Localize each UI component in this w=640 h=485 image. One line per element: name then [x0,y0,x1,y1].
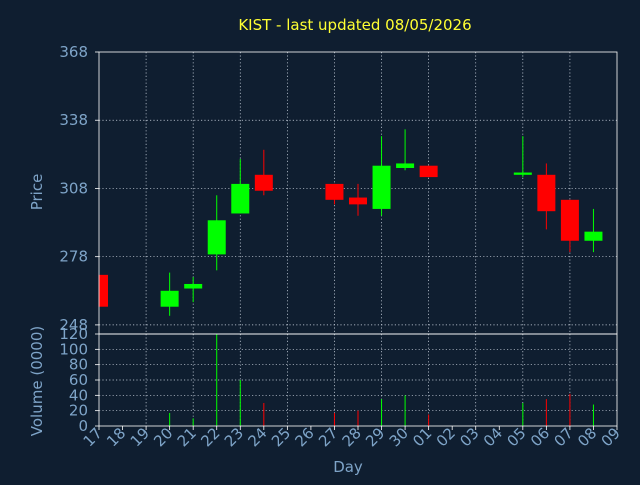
x-tick-label: 23 [221,424,247,450]
x-tick-label: 28 [339,424,365,450]
x-tick-label: 06 [527,424,553,450]
candle-body [207,220,226,255]
candle-body [396,163,415,168]
candle-body [419,165,438,178]
price-y-tick-label: 278 [59,248,88,266]
price-y-tick-label: 338 [59,111,88,129]
volume-y-tick-label: 20 [69,402,88,420]
x-tick-label: 20 [150,424,176,450]
price-y-ticks: 248 278 308 338 368 [59,43,99,334]
x-tick-label: 09 [598,424,624,450]
panel-frames [98,51,618,427]
volume-y-tick-label: 120 [59,325,88,343]
volume-y-tick-label: 80 [69,356,88,374]
x-tick-label: 05 [503,424,529,450]
candle-body [231,183,250,214]
x-tick-label: 22 [197,424,223,450]
candle-body [349,197,367,205]
price-candles [98,129,603,316]
volume-y-tick-label: 40 [69,386,88,404]
candle-body [99,274,108,307]
x-tick-label: 25 [268,424,294,450]
x-tick-label: 26 [292,424,318,450]
price-y-tick-label: 308 [59,179,88,197]
candle-body [372,165,391,209]
x-tick-label: 27 [315,424,341,450]
candle-body [160,290,179,307]
candle-body [560,199,579,241]
x-tick-label: 19 [127,424,153,450]
x-tick-label: 04 [480,424,506,450]
x-tick-label: 02 [433,424,459,450]
price-y-tick-label: 248 [59,316,88,334]
price-axis-label: Price [28,174,46,211]
x-tick-label: 24 [244,424,270,450]
candle-body [184,283,203,289]
chart-title: KIST - last updated 08/05/2026 [238,16,471,34]
x-tick-label: 01 [409,424,435,450]
volume-axis-label: Volume (0000) [28,326,46,436]
candle-body [584,231,603,241]
x-tick-label: 07 [551,424,577,450]
candle-body [513,172,532,175]
volume-bars [169,334,594,426]
candle-body [537,174,556,212]
x-tick-label: 08 [574,424,600,450]
x-tick-label: 03 [456,424,482,450]
volume-y-tick-label: 100 [59,340,88,358]
volume-y-tick-label: 0 [78,417,88,435]
price-y-tick-label: 368 [59,43,88,61]
volume-y-tick-label: 60 [69,371,88,389]
x-tick-label: 29 [362,424,388,450]
x-tick-label: 30 [386,424,412,450]
x-tick-label: 18 [103,424,129,450]
x-tick-label: 21 [174,424,200,450]
x-ticks: 1718192021222324252627282930010203040506… [80,424,624,450]
candle-body [254,174,273,191]
x-axis-label: Day [333,458,363,476]
candle-body [325,183,344,200]
